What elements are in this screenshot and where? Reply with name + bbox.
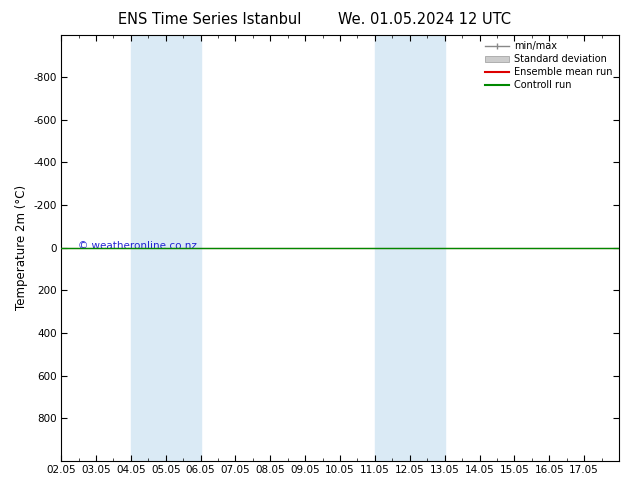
Text: ENS Time Series Istanbul: ENS Time Series Istanbul <box>117 12 301 27</box>
Text: © weatheronline.co.nz: © weatheronline.co.nz <box>78 241 197 250</box>
Bar <box>375 35 444 461</box>
Bar <box>131 35 200 461</box>
Text: We. 01.05.2024 12 UTC: We. 01.05.2024 12 UTC <box>339 12 511 27</box>
Legend: min/max, Standard deviation, Ensemble mean run, Controll run: min/max, Standard deviation, Ensemble me… <box>481 38 616 94</box>
Y-axis label: Temperature 2m (°C): Temperature 2m (°C) <box>15 185 28 310</box>
